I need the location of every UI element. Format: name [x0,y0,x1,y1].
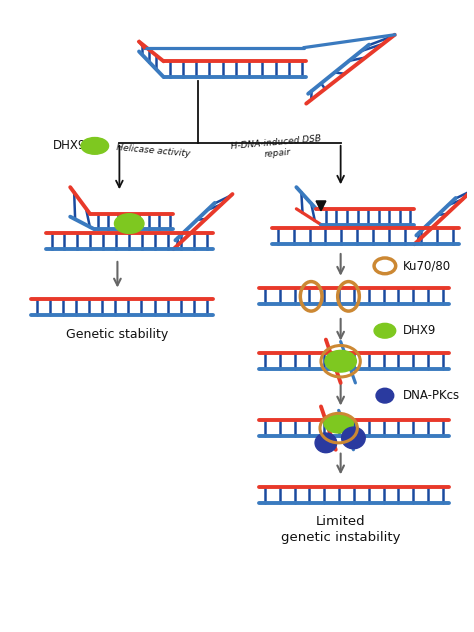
Polygon shape [316,201,326,211]
Text: Genetic stability: Genetic stability [66,328,169,341]
Text: genetic instability: genetic instability [281,531,401,544]
Ellipse shape [324,413,354,433]
Text: Limited: Limited [316,515,365,528]
Text: H-DNA-induced DSB
repair: H-DNA-induced DSB repair [231,134,323,162]
Text: DHX9: DHX9 [402,324,436,337]
Ellipse shape [342,427,365,449]
Ellipse shape [81,138,109,154]
Ellipse shape [115,214,144,233]
Ellipse shape [376,388,394,403]
Text: Helicase activity: Helicase activity [117,143,191,159]
Ellipse shape [325,350,356,372]
Ellipse shape [374,324,396,338]
Text: DHX9: DHX9 [53,140,86,152]
Ellipse shape [315,433,337,453]
Text: DNA-PKcs: DNA-PKcs [402,389,460,402]
Text: Ku70/80: Ku70/80 [402,259,451,272]
